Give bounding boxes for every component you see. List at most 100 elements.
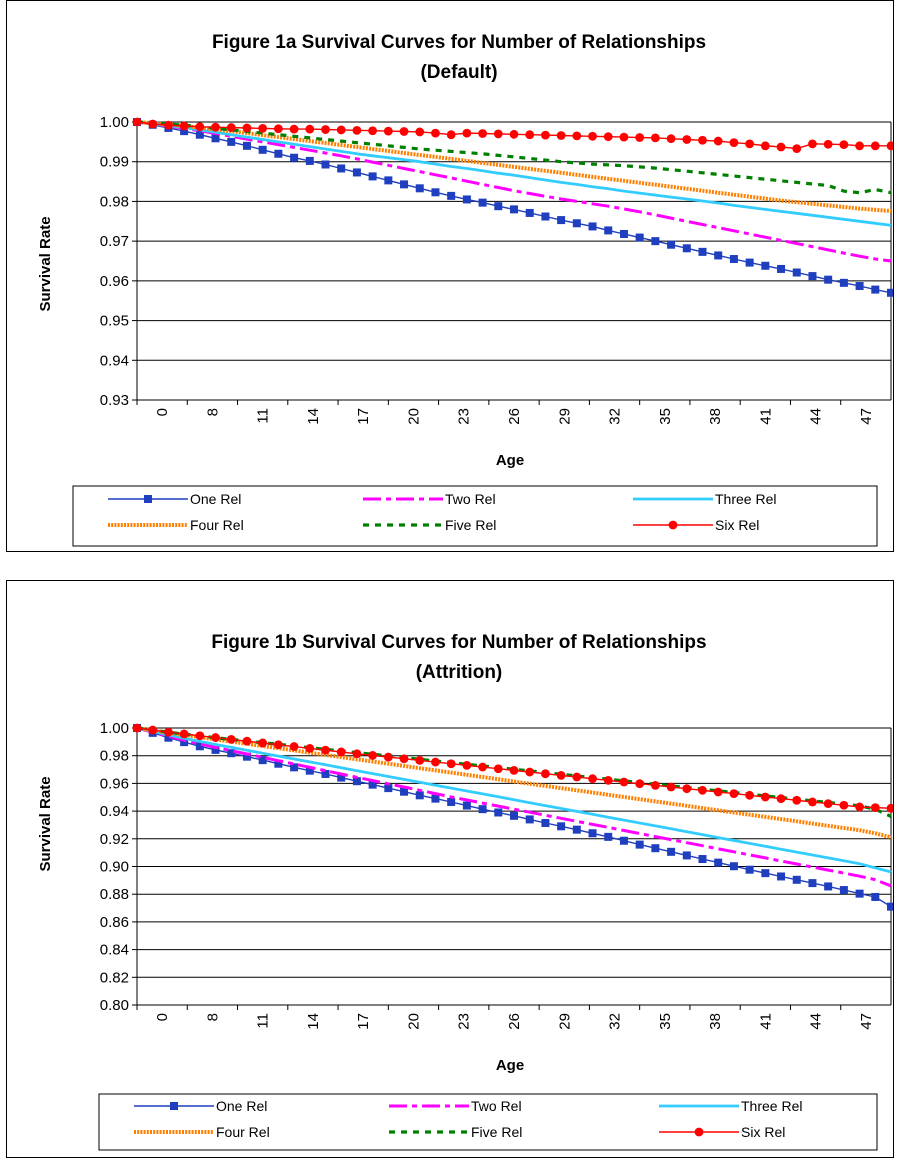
data-point	[305, 156, 314, 165]
data-point	[462, 801, 471, 810]
data-point	[148, 119, 158, 129]
x-axis-title: Age	[496, 452, 524, 469]
data-point	[792, 268, 801, 277]
data-point	[368, 780, 377, 789]
data-point	[808, 139, 817, 149]
data-point	[510, 811, 518, 820]
data-point	[195, 130, 204, 139]
data-point	[290, 153, 299, 162]
data-point	[352, 777, 361, 786]
data-point	[431, 757, 440, 767]
data-point	[776, 142, 786, 152]
data-point	[839, 278, 848, 287]
data-point	[337, 164, 346, 173]
data-point	[494, 202, 503, 211]
data-point	[242, 141, 251, 150]
data-point	[792, 875, 801, 884]
data-point	[400, 180, 409, 189]
data-point	[729, 138, 739, 148]
y-tick-label: 0.90	[100, 859, 129, 876]
data-point	[368, 126, 378, 136]
data-point	[745, 139, 755, 149]
data-point	[698, 247, 707, 256]
data-point	[823, 139, 833, 149]
data-point	[886, 141, 893, 151]
x-tick-label: 14	[305, 408, 322, 425]
legend-marker	[668, 520, 678, 530]
data-point	[431, 794, 440, 803]
data-point	[541, 130, 550, 140]
legend-label: Five Rel	[445, 517, 496, 533]
data-point	[839, 140, 849, 150]
data-point	[509, 129, 519, 139]
data-point	[525, 815, 534, 824]
legend-marker	[144, 495, 152, 503]
data-point	[494, 808, 503, 817]
data-point	[383, 126, 393, 136]
data-point	[227, 749, 236, 758]
data-point	[541, 769, 550, 779]
data-point	[541, 212, 550, 221]
y-tick-label: 0.98	[100, 748, 129, 765]
data-point	[619, 836, 628, 845]
data-point	[179, 729, 189, 739]
data-point	[211, 733, 220, 742]
y-tick-label: 0.97	[100, 233, 129, 250]
data-point	[164, 733, 173, 742]
data-point	[839, 886, 848, 895]
legend-label: Two Rel	[471, 1098, 522, 1114]
data-point	[258, 123, 268, 133]
data-point	[211, 745, 220, 754]
series-line-four-rel	[136, 726, 892, 840]
data-point	[415, 127, 425, 137]
data-point	[132, 117, 142, 127]
data-point	[604, 226, 613, 235]
y-tick-label: 0.93	[100, 392, 129, 409]
data-point	[399, 127, 409, 136]
data-point	[462, 760, 472, 770]
data-point	[682, 135, 692, 144]
data-point	[400, 787, 409, 796]
legend-label: Four Rel	[190, 517, 244, 533]
x-tick-label: 35	[657, 408, 674, 425]
chart-subtitle: (Attrition)	[416, 662, 503, 683]
data-point	[274, 149, 283, 158]
data-point	[211, 122, 220, 132]
x-tick-label: 0	[154, 1013, 171, 1021]
data-point	[226, 734, 236, 744]
legend-box	[72, 485, 878, 547]
data-point	[650, 780, 660, 790]
data-point	[745, 258, 754, 267]
data-point	[273, 124, 283, 134]
data-point	[588, 829, 597, 838]
data-point	[808, 879, 817, 888]
data-point	[509, 765, 519, 775]
x-tick-label: 41	[757, 1013, 774, 1030]
chart-title: Figure 1a Survival Curves for Number of …	[212, 32, 706, 53]
data-point	[619, 132, 629, 142]
data-point	[650, 133, 660, 143]
data-point	[635, 233, 644, 242]
x-tick-label: 8	[204, 408, 221, 416]
y-tick-label: 0.84	[100, 942, 129, 959]
data-point	[368, 751, 378, 760]
data-point	[729, 255, 738, 264]
data-point	[855, 802, 864, 812]
x-tick-label: 11	[255, 408, 272, 424]
data-point	[352, 749, 362, 759]
data-point	[148, 725, 158, 735]
data-point	[871, 892, 880, 901]
x-tick-label: 44	[808, 408, 825, 425]
data-point	[368, 172, 377, 181]
data-point	[180, 127, 189, 136]
data-point	[635, 779, 645, 789]
x-tick-label: 35	[657, 1013, 674, 1030]
x-tick-label: 20	[405, 408, 422, 425]
data-point	[667, 847, 676, 856]
data-point	[777, 264, 786, 273]
chart-subtitle: (Default)	[420, 62, 497, 83]
data-point	[666, 782, 676, 792]
data-point	[792, 795, 802, 805]
series-line-four-rel	[136, 120, 892, 213]
data-point	[651, 237, 660, 246]
